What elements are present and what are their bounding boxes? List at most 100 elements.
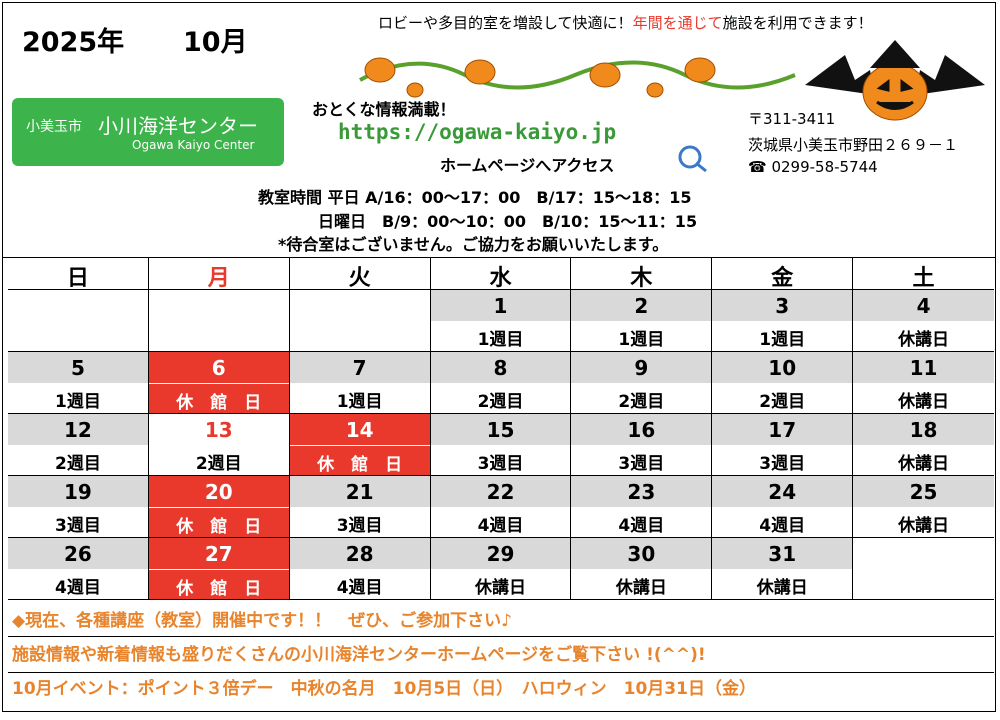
day-top: 8 [430, 352, 571, 383]
day-cell [8, 290, 149, 352]
day-number: 20 [204, 480, 233, 504]
day-number: 9 [634, 356, 649, 380]
tagline-accent: 年間を通じて [632, 14, 723, 32]
day-label: 休 館 日 [176, 393, 262, 413]
day-top: 10 [712, 352, 853, 383]
day-cell: 22 4週目 [430, 476, 572, 538]
day-bottom: 休講日 [571, 569, 712, 599]
day-bottom: 1週目 [430, 321, 571, 351]
day-cell: 25 休講日 [853, 476, 994, 538]
day-bottom: 休 館 日 [148, 383, 289, 413]
day-label: 1週目 [759, 330, 806, 350]
weekday-header: 日 [8, 258, 149, 291]
day-number: 24 [768, 480, 797, 504]
day-top: 2 [571, 290, 712, 321]
day-number: 27 [204, 542, 233, 566]
day-cell: 6 休 館 日 [148, 352, 290, 414]
day-bottom: 休講日 [853, 383, 994, 413]
day-label: 2週目 [618, 392, 665, 412]
weekday: 日 [66, 266, 89, 291]
weekday-header: 土 [853, 258, 994, 291]
day-cell: 4 休講日 [853, 290, 994, 352]
day-top: 12 [8, 414, 148, 445]
day-bottom: 1週目 [8, 383, 148, 413]
day-cell: 5 1週目 [8, 352, 149, 414]
day-cell: 14 休 館 日 [289, 414, 431, 476]
weekday: 土 [912, 266, 935, 291]
year: 2025年 [22, 27, 125, 58]
day-top: 4 [853, 290, 994, 321]
day-bottom: 2週目 [712, 383, 853, 413]
weekday-header: 木 [571, 258, 713, 291]
day-cell: 11 休講日 [853, 352, 994, 414]
day-label: 休講日 [898, 392, 950, 412]
day-bottom: 休講日 [853, 321, 994, 351]
day-cell: 16 3週目 [571, 414, 713, 476]
day-number: 28 [345, 542, 374, 566]
day-label: 休講日 [898, 516, 950, 536]
day-top: 25 [853, 476, 994, 507]
day-number: 13 [204, 418, 233, 442]
day-top: 30 [571, 538, 712, 569]
divider [2, 257, 996, 258]
footer-line: 10月イベント：ポイント３倍デー 中秋の名月 10月5日（日） ハロウィン 10… [12, 679, 756, 699]
day-label: 1週目 [618, 330, 665, 350]
day-number: 30 [627, 542, 656, 566]
phone: ☎ 0299-58-5744 [748, 158, 878, 176]
day-label: 1週目 [55, 392, 101, 412]
day-cell: 26 4週目 [8, 538, 149, 600]
day-cell: 20 休 館 日 [148, 476, 290, 538]
day-label: 4週目 [618, 516, 665, 536]
day-number: 17 [768, 418, 797, 442]
day-bottom: 休 館 日 [289, 445, 430, 475]
day-label: 休講日 [474, 578, 526, 598]
day-label: 休講日 [615, 578, 667, 598]
day-number: 2 [634, 294, 649, 318]
day-cell: 24 4週目 [712, 476, 854, 538]
day-top: 13 [148, 414, 289, 445]
search-icon [678, 145, 707, 173]
weekday-header: 水 [430, 258, 572, 291]
tagline-text: 施設を利用できます！ [722, 14, 873, 32]
day-label: 休講日 [898, 454, 950, 474]
logo-roman: Ogawa Kaiyo Center [132, 138, 255, 152]
day-bottom: 2週目 [8, 445, 148, 475]
day-top: 6 [148, 352, 289, 383]
day-top: 15 [430, 414, 571, 445]
day-number: 14 [345, 418, 374, 442]
day-label: 3週目 [477, 454, 524, 474]
day-top: 29 [430, 538, 571, 569]
day-top: 17 [712, 414, 853, 445]
day-bottom: 1週目 [712, 321, 853, 351]
day-cell: 27 休 館 日 [148, 538, 290, 600]
day-cell: 13 2週目 [148, 414, 290, 476]
day-top: 27 [148, 538, 289, 569]
day-number: 21 [345, 480, 374, 504]
day-number: 29 [486, 542, 515, 566]
day-bottom: 4週目 [8, 569, 148, 599]
day-top: 26 [8, 538, 148, 569]
day-top: 19 [8, 476, 148, 507]
decoration [359, 40, 985, 121]
day-cell: 17 3週目 [712, 414, 854, 476]
day-bottom: 休講日 [853, 445, 994, 475]
day-label: 休 館 日 [176, 579, 262, 599]
day-top: 21 [289, 476, 430, 507]
day-bottom: 2週目 [430, 383, 571, 413]
weekday: 木 [630, 266, 653, 291]
day-number: 12 [64, 418, 92, 442]
day-number: 4 [916, 294, 931, 318]
day-cell: 30 休講日 [571, 538, 713, 600]
logo-name: 小川海洋センター [98, 114, 258, 138]
day-bottom: 3週目 [430, 445, 571, 475]
phone-number: 0299-58-5744 [771, 158, 878, 176]
promo-lead: おとくな情報満載！ [312, 100, 456, 119]
day-cell: 7 1週目 [289, 352, 431, 414]
tagline: ロビーや多目的室を増設して快適に！年間を通じて施設を利用できます！ [378, 12, 873, 33]
month: 10月 [183, 27, 248, 58]
day-top: 31 [712, 538, 853, 569]
day-bottom: 3週目 [712, 445, 853, 475]
day-top: 14 [289, 414, 430, 445]
